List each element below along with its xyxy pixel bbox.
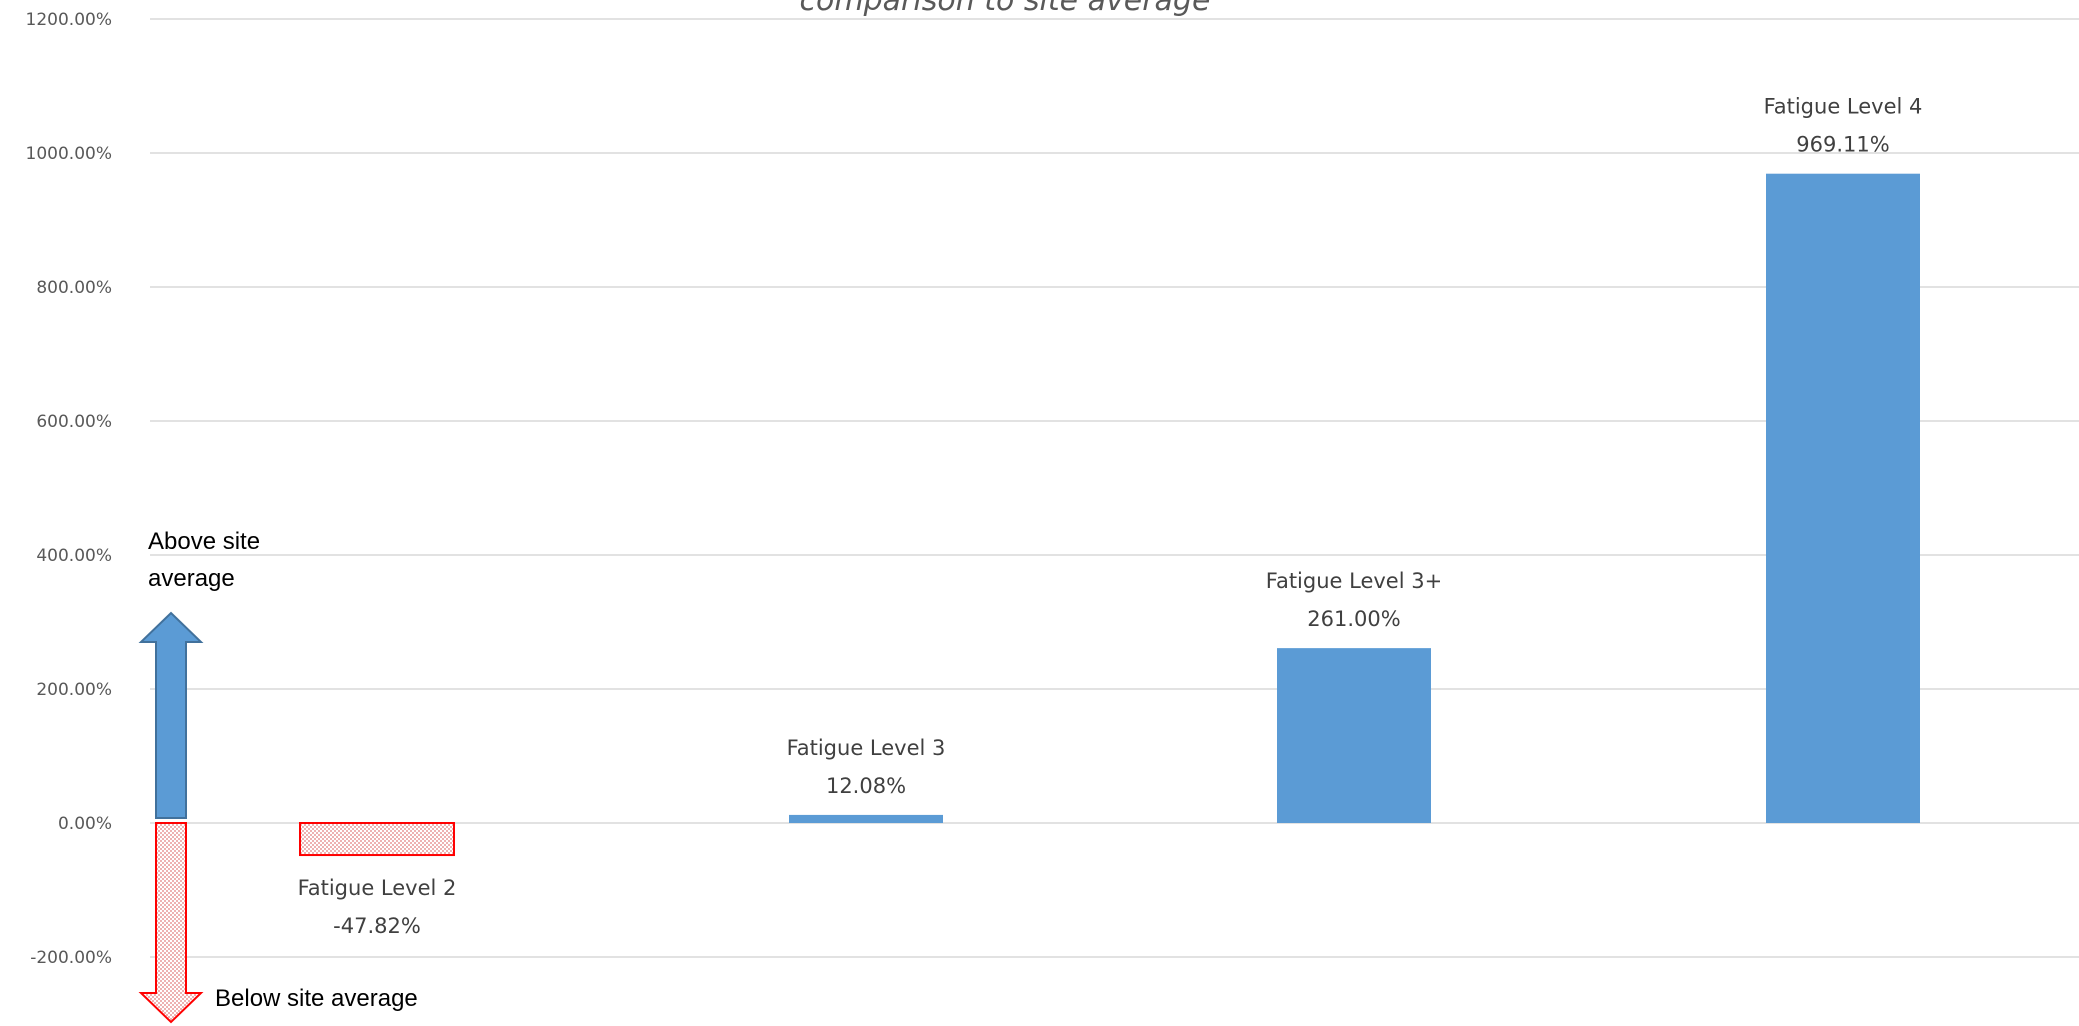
y-axis-tick-labels: -200.00% 0.00% 200.00% 400.00% 600.00% 800.00… bbox=[26, 10, 112, 968]
bar-fatigue-level-2 bbox=[299, 822, 455, 857]
chart-title: comparison to site average bbox=[800, 0, 1211, 18]
above-average-label-line2: average bbox=[148, 565, 235, 592]
bar-fatigue-level-4 bbox=[1766, 173, 1920, 824]
data-label-value: 12.08% bbox=[826, 774, 906, 798]
y-tick-label: 200.00% bbox=[36, 680, 112, 700]
y-tick-label: -200.00% bbox=[30, 948, 112, 968]
below-average-label: Below site average bbox=[215, 985, 418, 1012]
data-label-category: Fatigue Level 3 bbox=[787, 736, 946, 760]
data-label-category: Fatigue Level 4 bbox=[1764, 95, 1923, 119]
data-labels: Fatigue Level 2 -47.82% Fatigue Level 3 12.… bbox=[298, 95, 1923, 938]
y-tick-label: 0.00% bbox=[58, 814, 112, 834]
data-label-value: -47.82% bbox=[333, 914, 421, 938]
gridlines bbox=[150, 18, 2079, 958]
bar-fatigue-level-3 bbox=[789, 814, 943, 823]
y-tick-label: 1000.00% bbox=[26, 144, 112, 164]
data-label-category: Fatigue Level 2 bbox=[298, 876, 457, 900]
y-tick-label: 800.00% bbox=[36, 278, 112, 298]
y-tick-label: 600.00% bbox=[36, 412, 112, 432]
data-label-category: Fatigue Level 3+ bbox=[1266, 569, 1442, 593]
y-tick-label: 400.00% bbox=[36, 546, 112, 566]
above-average-arrow bbox=[138, 611, 204, 819]
y-tick-label: 1200.00% bbox=[26, 10, 112, 30]
data-label-value: 969.11% bbox=[1796, 133, 1889, 157]
data-label-value: 261.00% bbox=[1307, 607, 1400, 631]
below-average-arrow bbox=[138, 822, 204, 1024]
bars bbox=[299, 173, 1920, 857]
above-average-label-line1: Above site bbox=[148, 528, 260, 555]
bar-fatigue-level-3 bbox=[1277, 648, 1431, 823]
